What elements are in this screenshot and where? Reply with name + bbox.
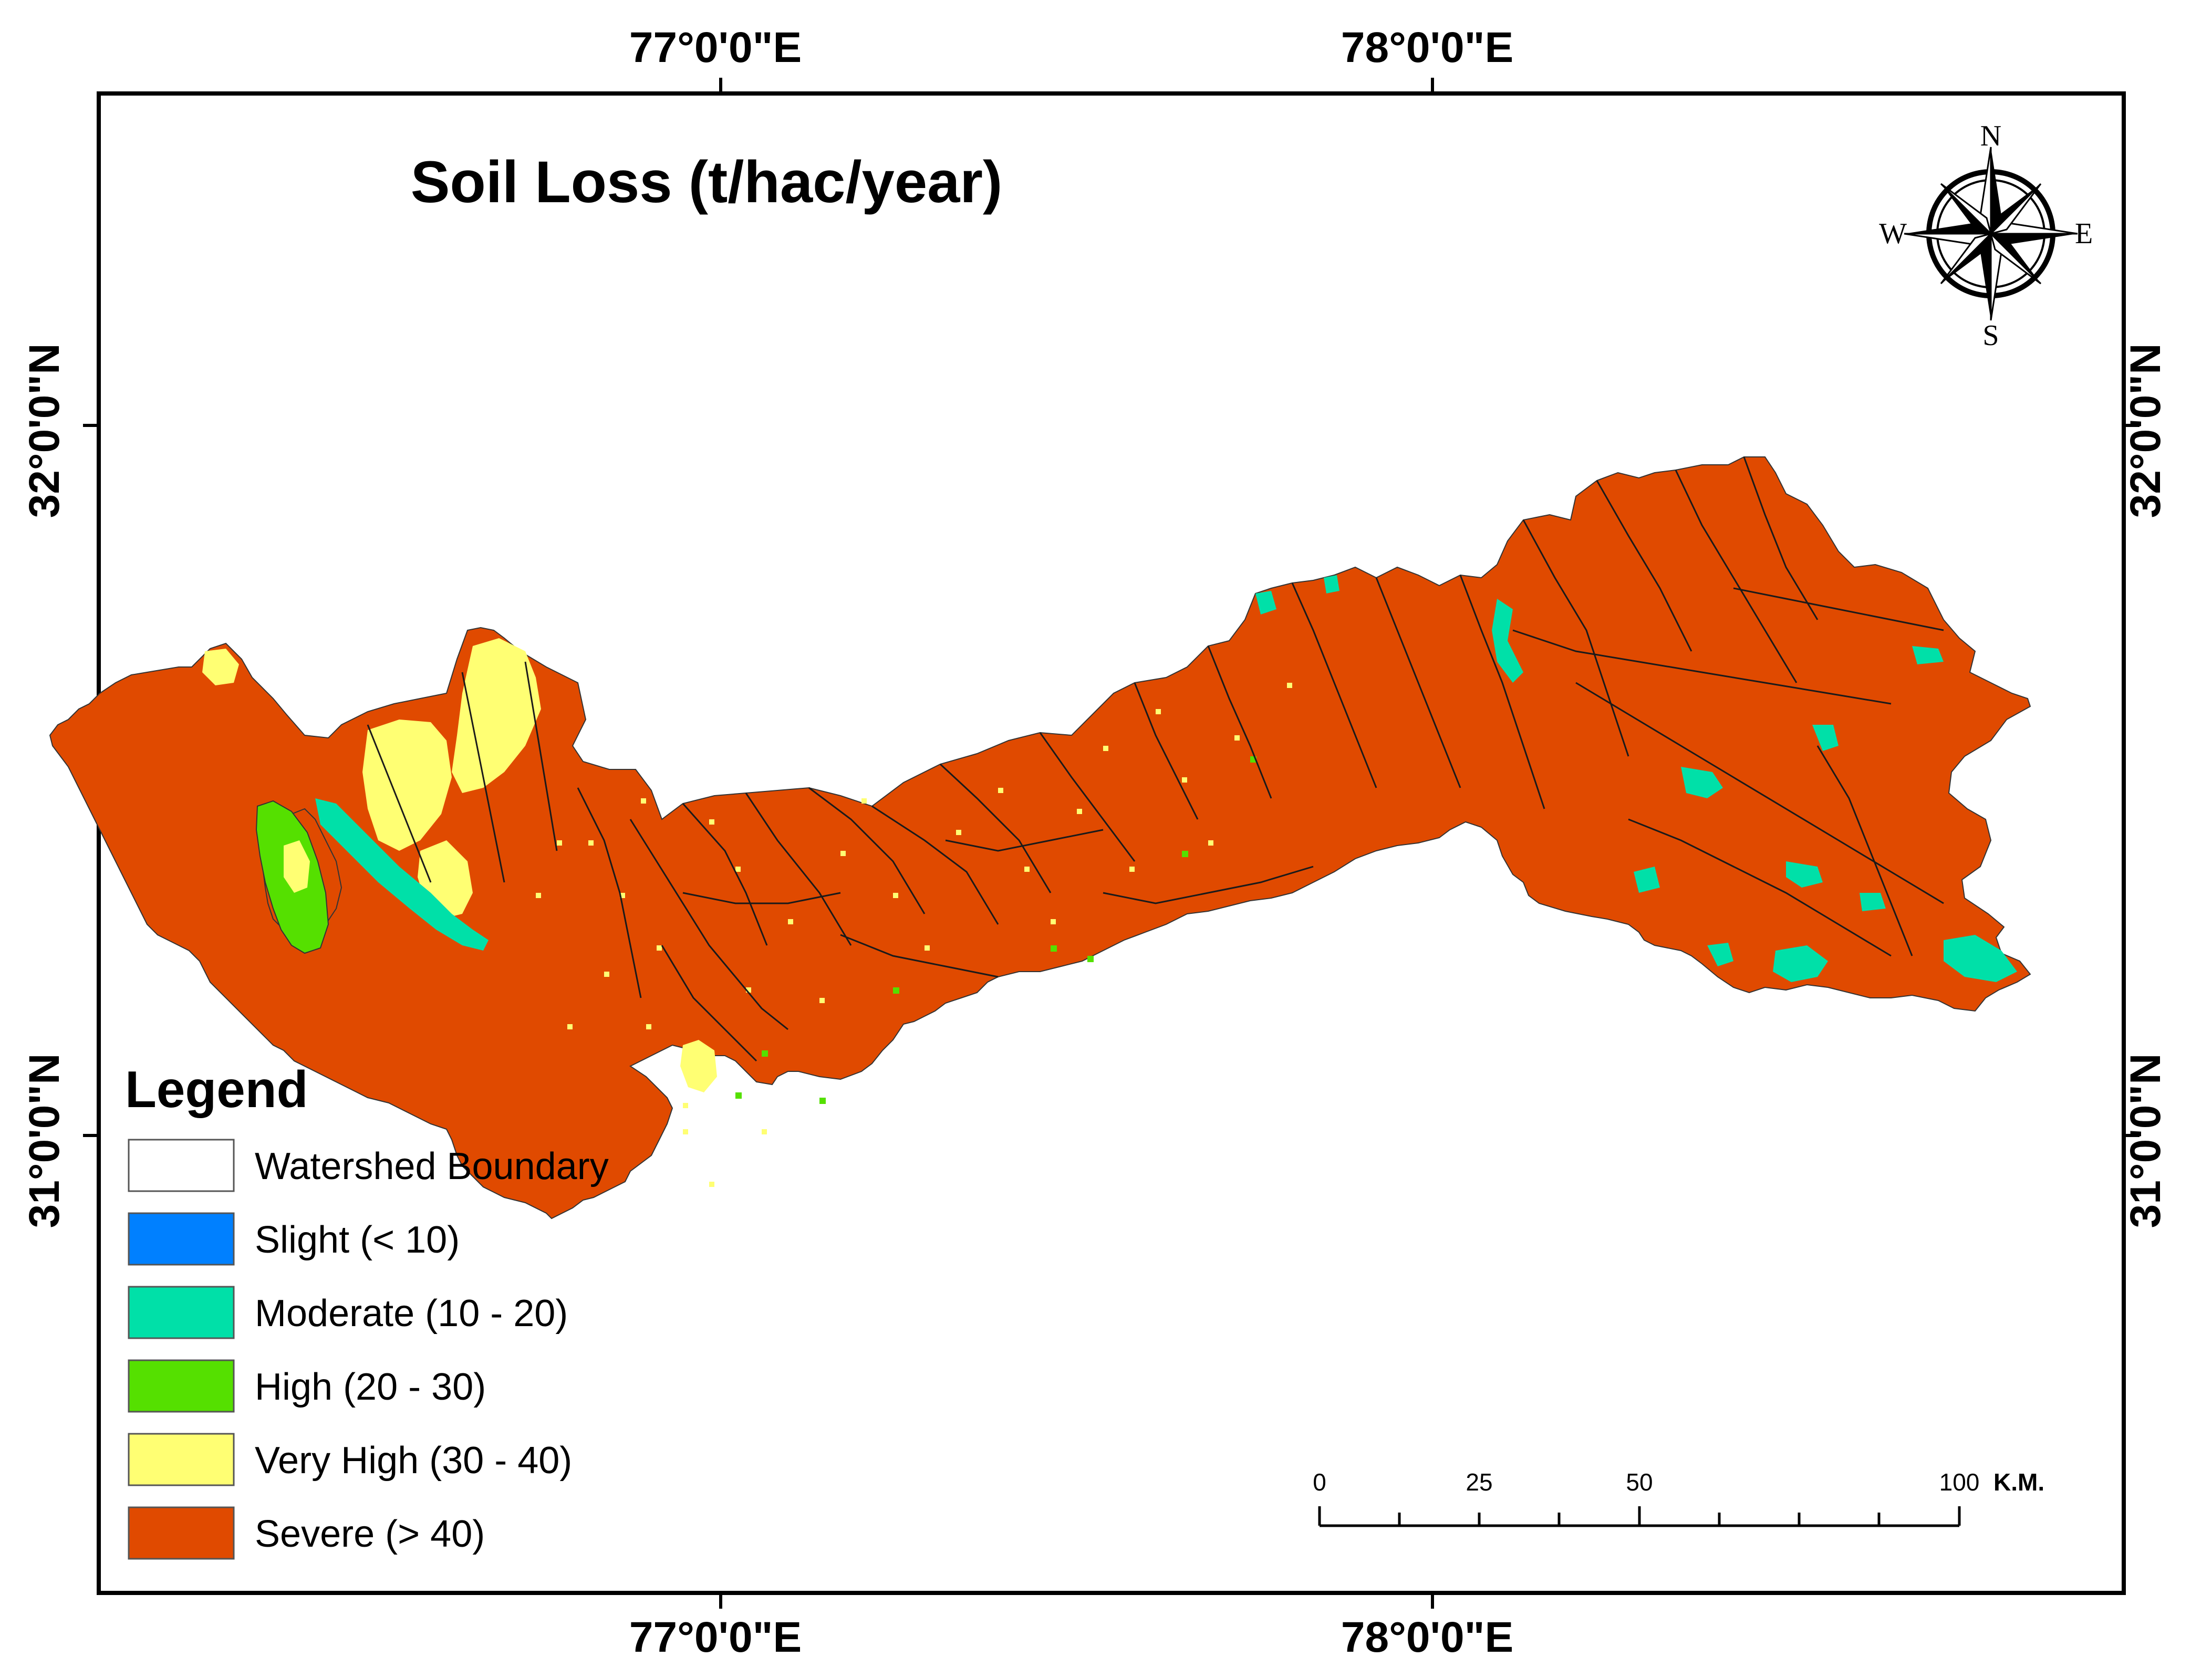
legend-swatch-very-high xyxy=(128,1433,235,1486)
legend-swatch-slight xyxy=(128,1212,235,1266)
legend-title: Legend xyxy=(125,1060,308,1118)
legend-label-slight: Slight (< 10) xyxy=(255,1219,460,1261)
lat-label-left-31: 31°0'0"N xyxy=(20,1054,68,1228)
lon-label-top-78: 78°0'0"E xyxy=(1341,24,1513,71)
map-title: Soil Loss (t/hac/year) xyxy=(411,149,1003,215)
very-high-patches xyxy=(202,638,717,1092)
compass-n: N xyxy=(1980,120,2001,152)
legend-label-severe: Severe (> 40) xyxy=(255,1513,485,1555)
compass-w: W xyxy=(1879,217,1907,250)
compass-s: S xyxy=(1982,319,1999,352)
scale-label-50: 50 xyxy=(1626,1468,1653,1496)
legend-label-moderate: Moderate (10 - 20) xyxy=(255,1293,568,1335)
lat-label-left-32: 32°0'0"N xyxy=(20,343,68,518)
lon-label-bottom-78: 78°0'0"E xyxy=(1341,1613,1513,1661)
lat-label-right-32: 32°0'0"N xyxy=(2122,343,2169,518)
lon-label-top-77: 77°0'0"E xyxy=(629,24,802,71)
scattered-specks xyxy=(536,683,1292,1187)
compass-e: E xyxy=(2075,217,2093,250)
legend-label-watershed-boundary: Watershed Boundary xyxy=(255,1145,609,1187)
north-arrow-icon: N S E W xyxy=(1879,120,2093,352)
legend-label-high: High (20 - 30) xyxy=(255,1366,486,1408)
legend: Legend Watershed Boundary Slight (< 10) … xyxy=(125,1060,609,1560)
legend-swatch-severe xyxy=(128,1506,235,1560)
scale-unit: K.M. xyxy=(1993,1468,2044,1496)
scale-label-0: 0 xyxy=(1313,1468,1326,1496)
moderate-patches xyxy=(315,575,2017,982)
legend-swatch-watershed-boundary xyxy=(128,1139,235,1192)
scale-bar: 0 25 50 100 K.M. xyxy=(1313,1468,2044,1527)
lat-label-right-31: 31°0'0"N xyxy=(2122,1054,2169,1228)
scale-label-100: 100 xyxy=(1939,1468,1980,1496)
graticule-ticks xyxy=(83,78,2140,1609)
lon-label-bottom-77: 77°0'0"E xyxy=(629,1613,802,1661)
legend-swatch-moderate xyxy=(128,1286,235,1339)
scale-label-25: 25 xyxy=(1466,1468,1492,1496)
legend-label-very-high: Very High (30 - 40) xyxy=(255,1440,572,1482)
legend-swatch-high xyxy=(128,1359,235,1413)
watershed-boundaries xyxy=(367,456,1944,1062)
